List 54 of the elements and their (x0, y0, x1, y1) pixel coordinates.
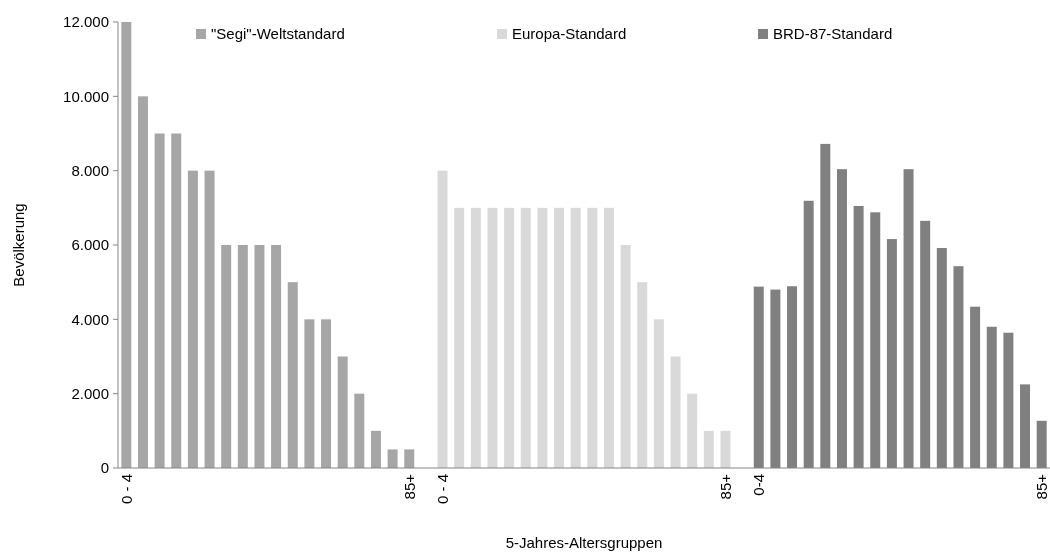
bar (171, 133, 182, 468)
legend-label: BRD-87-Standard (773, 25, 893, 43)
y-tick-label: 4.000 (71, 310, 109, 328)
x-tick-label: 0-4 (750, 474, 767, 496)
bar (587, 207, 598, 468)
bar (504, 207, 515, 468)
y-tick-label: 8.000 (71, 161, 109, 179)
y-tick-label: 10.000 (63, 87, 109, 105)
bar (570, 207, 581, 468)
x-axis-title: 5-Jahres-Altersgruppen (505, 534, 663, 551)
bar (653, 319, 664, 468)
bar (370, 430, 381, 468)
bar (387, 449, 398, 468)
bar (454, 207, 465, 468)
bar (620, 245, 631, 468)
x-tick-label: 85+ (1032, 473, 1050, 500)
legend-label: Europa-Standard (512, 25, 627, 43)
legend-label: "Segi"-Weltstandard (211, 25, 345, 43)
y-tick-label: 12.000 (63, 13, 109, 31)
bar (720, 430, 731, 468)
bar (187, 170, 198, 468)
bar (637, 282, 648, 468)
bar (437, 170, 448, 468)
bar (304, 319, 315, 468)
bar (254, 245, 265, 468)
bar (287, 282, 298, 468)
bar (271, 245, 282, 468)
y-tick-label: 6.000 (71, 236, 109, 254)
bar (121, 22, 132, 468)
bar (670, 356, 681, 468)
bar (404, 449, 415, 468)
y-tick-label: 2.000 (71, 384, 109, 402)
bar (487, 207, 498, 468)
x-tick-label: 85+ (400, 473, 418, 500)
bar (321, 319, 332, 468)
y-axis-title: Bevölkerung (10, 203, 27, 287)
bar (137, 96, 148, 468)
bar (237, 245, 248, 468)
bar (537, 207, 548, 468)
bar (154, 133, 165, 468)
bar (354, 393, 365, 468)
bar (554, 207, 565, 468)
y-tick-label: 0 (100, 459, 109, 477)
bar (337, 356, 348, 468)
bar (204, 170, 215, 468)
x-tick-label: 0 - 4 (117, 474, 135, 505)
bar (603, 207, 614, 468)
bar (520, 207, 531, 468)
x-tick-label: 0 - 4 (433, 474, 451, 505)
x-tick-label: 85+ (716, 473, 734, 500)
bar (687, 393, 698, 468)
bar (703, 430, 714, 468)
bar (221, 245, 232, 468)
bar (470, 207, 481, 468)
